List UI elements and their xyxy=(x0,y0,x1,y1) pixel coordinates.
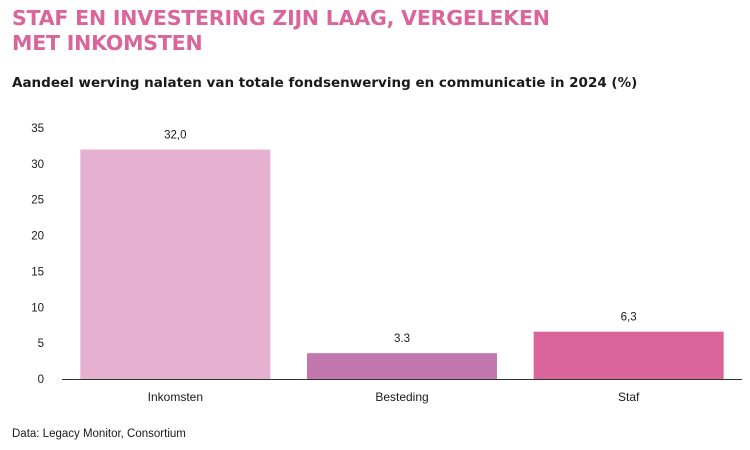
source-note: Data: Legacy Monitor, Consortium xyxy=(12,428,186,440)
y-tick-label: 0 xyxy=(38,374,44,386)
y-tick-label: 5 xyxy=(38,338,44,350)
y-tick-label: 25 xyxy=(31,195,44,207)
y-tick-label: 10 xyxy=(31,302,44,314)
bars xyxy=(80,149,724,379)
y-tick-label: 30 xyxy=(31,159,44,171)
x-tick-label: Besteding xyxy=(375,390,428,404)
chart-title: Aandeel werving nalaten van totale fonds… xyxy=(12,75,638,91)
bar-inkomsten xyxy=(80,149,271,379)
x-tick-label: Staf xyxy=(618,390,640,404)
data-label: 32,0 xyxy=(164,130,186,142)
bar-besteding xyxy=(307,353,497,379)
bar-staf xyxy=(533,331,724,379)
data-label: 6,3 xyxy=(621,312,637,324)
data-labels: 32,0 3.3 6,3 xyxy=(164,130,637,346)
data-label: 3.3 xyxy=(394,333,410,345)
y-tick-label: 20 xyxy=(31,231,44,243)
y-tick-label: 35 xyxy=(31,123,44,135)
x-axis: Inkomsten Besteding Staf xyxy=(62,379,742,404)
x-tick-label: Inkomsten xyxy=(148,390,203,404)
y-tick-label: 15 xyxy=(31,266,44,278)
y-axis: 0 5 10 15 20 25 30 35 xyxy=(31,123,44,386)
headline: STAF EN INVESTERING ZIJN LAAG, VERGELEKE… xyxy=(12,6,550,55)
